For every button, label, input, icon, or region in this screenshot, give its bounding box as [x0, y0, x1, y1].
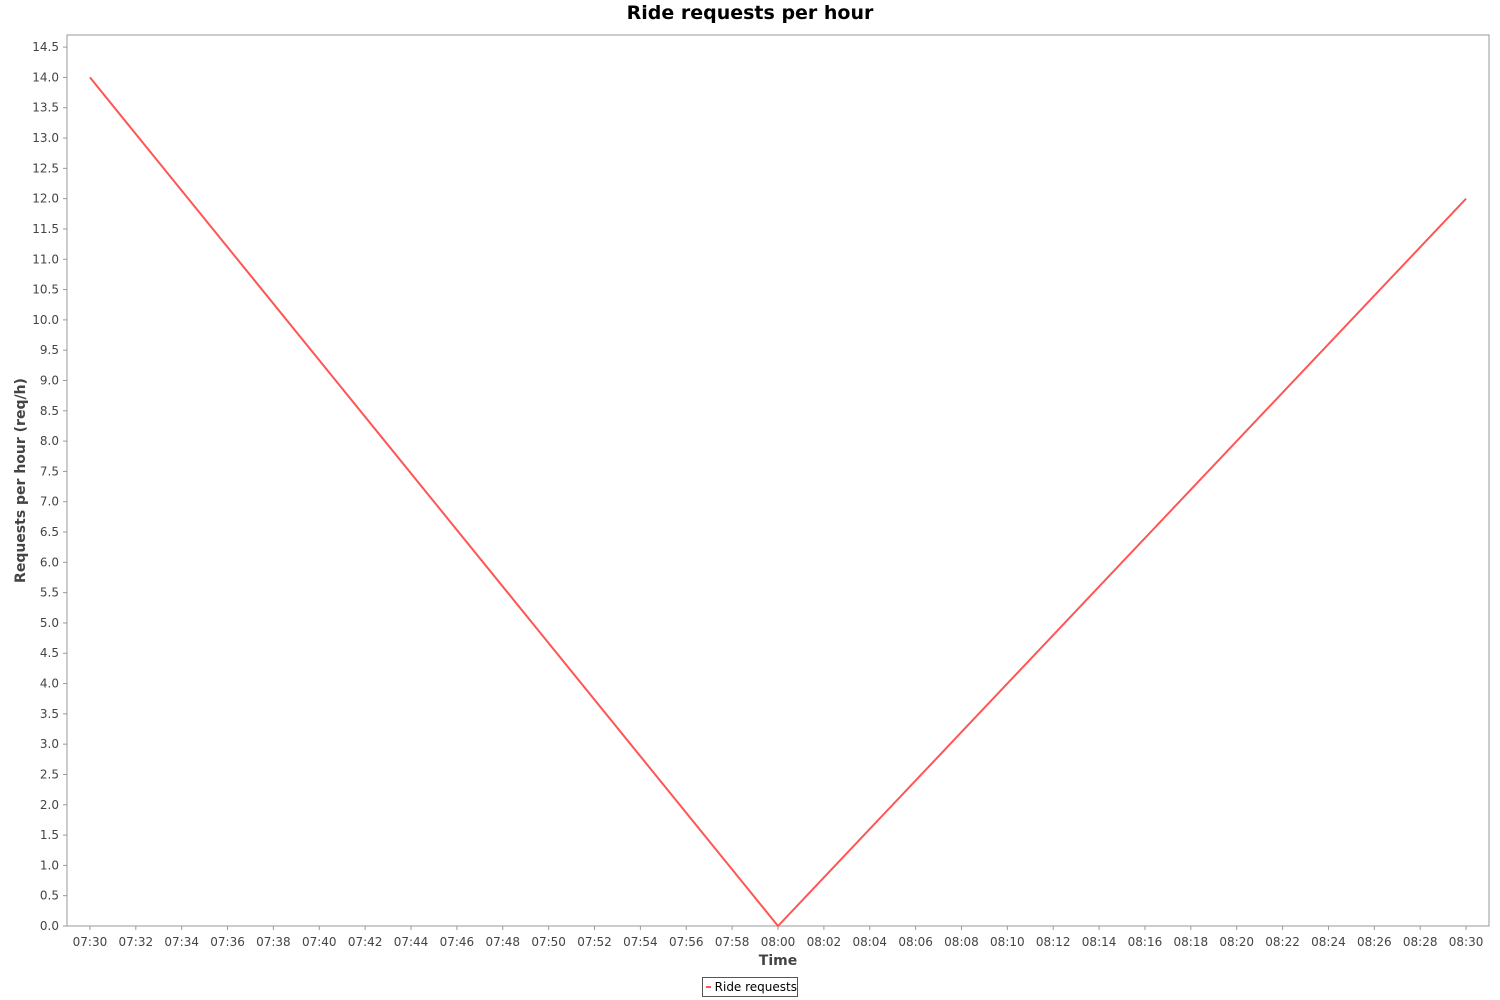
- y-tick-label: 12.5: [32, 161, 59, 175]
- y-tick-label: 9.5: [40, 343, 59, 357]
- y-tick-label: 11.5: [32, 222, 59, 236]
- x-tick-label: 07:58: [715, 935, 750, 949]
- x-tick-label: 07:30: [73, 935, 108, 949]
- y-tick-label: 11.0: [32, 252, 59, 266]
- x-tick-label: 07:38: [256, 935, 291, 949]
- x-axis-title: Time: [759, 953, 797, 969]
- x-tick-label: 08:06: [898, 935, 933, 949]
- x-tick-label: 08:22: [1265, 935, 1300, 949]
- y-tick-label: 0.5: [40, 889, 59, 903]
- x-tick-label: 07:50: [531, 935, 566, 949]
- y-tick-label: 9.0: [40, 373, 59, 387]
- x-tick-label: 07:32: [119, 935, 154, 949]
- y-tick-label: 10.5: [32, 283, 59, 297]
- x-tick-label: 08:04: [852, 935, 887, 949]
- x-tick-label: 07:52: [577, 935, 612, 949]
- x-tick-label: 08:00: [761, 935, 796, 949]
- y-axis: 0.0 0.5 1.0 1.5 2.0 2.5 3.0 3.5 4.0 4.5 5.0 5.5 6.0 6…: [32, 40, 67, 933]
- y-tick-label: 10.0: [32, 313, 59, 327]
- y-tick-label: 13.5: [32, 101, 59, 115]
- x-tick-label: 08:02: [807, 935, 842, 949]
- y-tick-label: 13.0: [32, 131, 59, 145]
- x-tick-label: 07:40: [302, 935, 337, 949]
- y-tick-label: 0.0: [40, 919, 59, 933]
- x-tick-label: 07:42: [348, 935, 383, 949]
- x-tick-label: 08:12: [1036, 935, 1071, 949]
- y-tick-label: 7.0: [40, 495, 59, 509]
- y-tick-label: 6.5: [40, 525, 59, 539]
- y-tick-label: 2.0: [40, 798, 59, 812]
- x-tick-label: 07:34: [164, 935, 199, 949]
- y-tick-label: 1.0: [40, 858, 59, 872]
- series-layer: [89, 76, 1467, 928]
- plot-area: [66, 34, 1490, 927]
- legend: Ride requests: [702, 977, 798, 997]
- x-tick-label: 08:18: [1174, 935, 1209, 949]
- y-tick-label: 8.5: [40, 404, 59, 418]
- y-axis-title: Requests per hour (req/h): [13, 378, 29, 583]
- y-tick-label: 1.5: [40, 828, 59, 842]
- y-tick-label: 3.5: [40, 707, 59, 721]
- y-tick-label: 5.5: [40, 586, 59, 600]
- y-tick-label: 6.0: [40, 555, 59, 569]
- chart-title: Ride requests per hour: [626, 2, 874, 24]
- x-tick-label: 08:30: [1449, 935, 1484, 949]
- x-tick-label: 07:48: [485, 935, 520, 949]
- x-axis: 07:30 07:32 07:34 07:36 07:38 07:40 07:42 07:44…: [73, 926, 1484, 949]
- y-tick-label: 4.0: [40, 677, 59, 691]
- y-tick-label: 14.0: [32, 70, 59, 84]
- y-tick-label: 8.0: [40, 434, 59, 448]
- y-tick-label: 4.5: [40, 646, 59, 660]
- x-tick-label: 07:44: [394, 935, 429, 949]
- x-tick-label: 07:56: [669, 935, 704, 949]
- x-tick-label: 07:54: [623, 935, 658, 949]
- x-tick-label: 08:10: [990, 935, 1025, 949]
- legend-label: Ride requests: [714, 980, 797, 994]
- x-tick-label: 08:08: [944, 935, 979, 949]
- x-tick-label: 08:16: [1128, 935, 1163, 949]
- x-tick-label: 08:26: [1357, 935, 1392, 949]
- y-tick-label: 14.5: [32, 40, 59, 54]
- y-tick-label: 2.5: [40, 767, 59, 781]
- x-tick-label: 08:28: [1403, 935, 1438, 949]
- legend-swatch: [706, 986, 711, 988]
- y-tick-label: 5.0: [40, 616, 59, 630]
- x-tick-label: 07:36: [210, 935, 245, 949]
- y-tick-label: 12.0: [32, 192, 59, 206]
- x-tick-label: 08:24: [1311, 935, 1346, 949]
- x-tick-label: 08:20: [1219, 935, 1254, 949]
- x-tick-label: 07:46: [440, 935, 475, 949]
- y-tick-label: 3.0: [40, 737, 59, 751]
- y-tick-label: 7.5: [40, 464, 59, 478]
- x-tick-label: 08:14: [1082, 935, 1117, 949]
